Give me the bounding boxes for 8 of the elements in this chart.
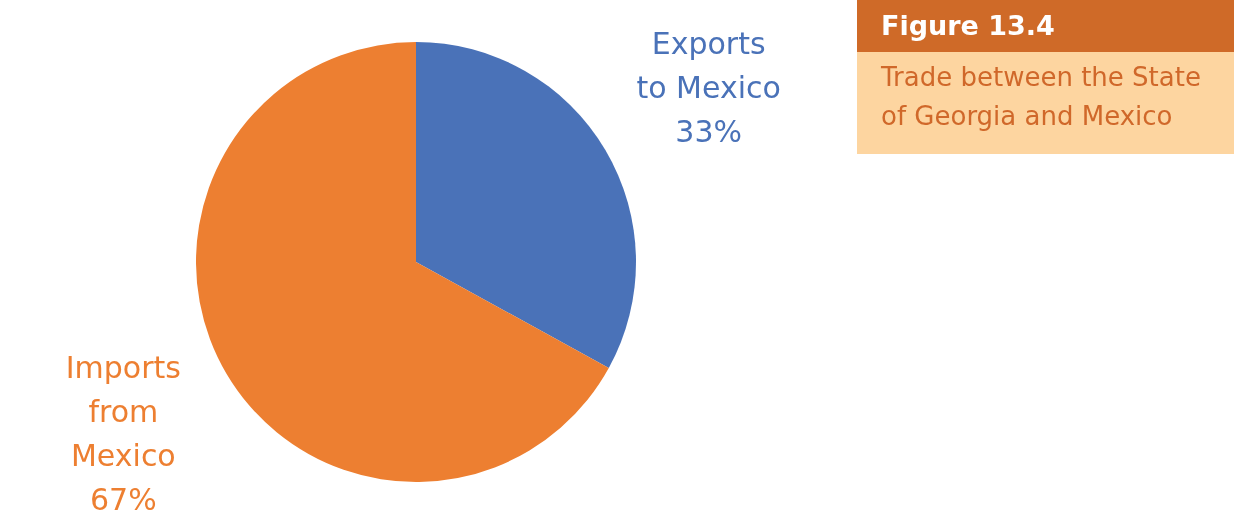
text: Trade between the State of Georgia and Mexico bbox=[857, 52, 1234, 154]
pie-slice bbox=[196, 42, 609, 482]
slice-label: Exports to Mexico bbox=[636, 25, 781, 105]
pie-slice bbox=[416, 42, 636, 368]
data-label: 33% bbox=[675, 113, 742, 149]
data-label: 67% bbox=[90, 482, 157, 517]
slice-label: Imports from Mexico bbox=[65, 350, 181, 474]
text: Figure 13.4 bbox=[857, 0, 1234, 52]
